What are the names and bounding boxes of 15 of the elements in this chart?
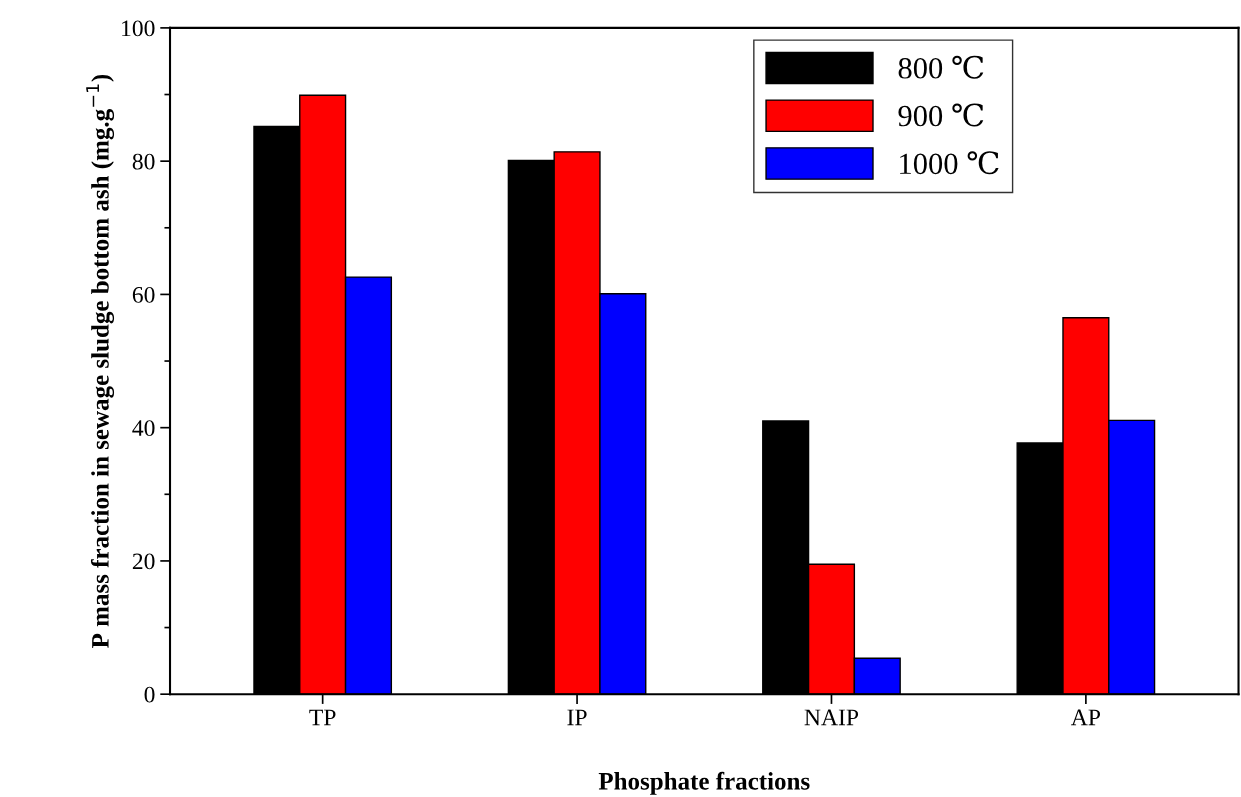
- x-tick-label: AP: [1071, 709, 1101, 726]
- x-axis-title: Phosphate fractions: [598, 771, 810, 795]
- legend-label: 1000 ℃: [900, 151, 999, 175]
- legend-label: 900 ℃: [898, 103, 984, 127]
- y-tick-label: 100: [122, 20, 155, 37]
- y-axis-title: P mass fraction in sewage sludge bottom ash (mg.g$^{−1}$): [86, 74, 115, 648]
- y-tick-label: 40: [132, 420, 155, 437]
- x-tick-label: NAIP: [804, 709, 859, 726]
- legend-label: 800 ℃: [898, 55, 984, 79]
- x-tick-label: TP: [309, 709, 336, 726]
- x-tick-label: IP: [567, 709, 587, 726]
- y-tick-label: 80: [132, 153, 155, 170]
- y-tick-label: 60: [132, 286, 155, 303]
- y-tick-label: 20: [132, 553, 155, 570]
- y-tick-label: 0: [144, 686, 155, 703]
